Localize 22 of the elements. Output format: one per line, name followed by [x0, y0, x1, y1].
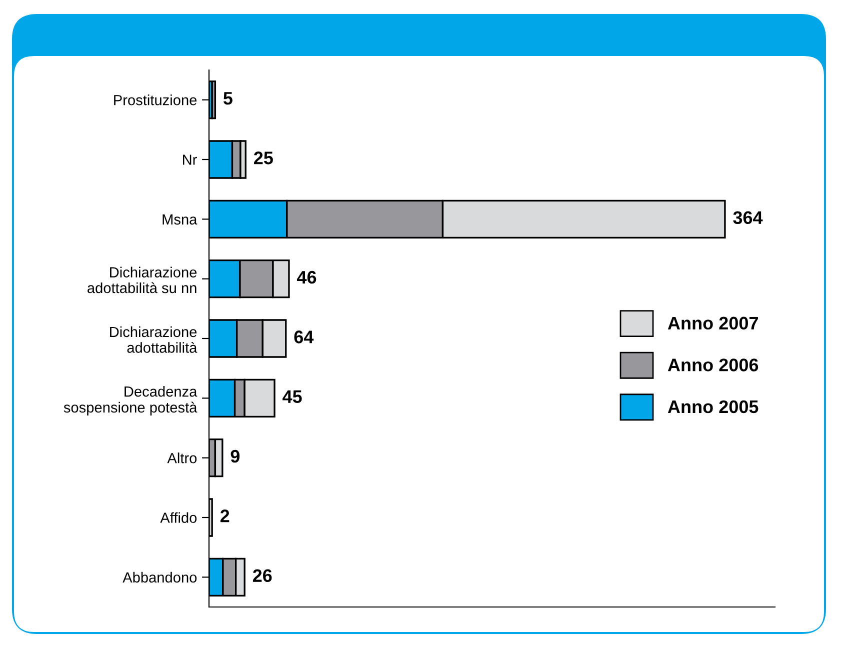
- text: 364: [733, 211, 763, 224]
- y-tick-label: Altro: [167, 452, 197, 464]
- legend-label: Anno 2005: [668, 400, 758, 414]
- annotation: 25: [254, 152, 273, 164]
- y-tick-label: Dichiarazione adottabilità: [110, 326, 198, 353]
- y-tick-label: Dichiarazione adottabilità su nn: [88, 266, 197, 294]
- annotation: 9: [230, 450, 240, 463]
- legend-label: Anno 2006: [668, 358, 758, 372]
- y-tick-label: Nr: [183, 154, 197, 165]
- y-tick-label: Decadenza sospensione potestà: [64, 386, 198, 416]
- annotation: 46: [296, 270, 316, 284]
- annotation: 45: [282, 390, 302, 404]
- annotation: 2: [220, 510, 230, 522]
- y-tick-label: Abbandono: [122, 572, 197, 583]
- y-tick-label: Affido: [160, 512, 197, 523]
- bar: [211, 80, 216, 120]
- y-tick-label: Msna: [162, 214, 198, 225]
- annotation: 64: [294, 330, 314, 344]
- y-tick-label: Prostituzione: [114, 94, 197, 106]
- annotation: 26: [252, 569, 272, 582]
- annotation: 5: [223, 92, 232, 105]
- legend-label: Anno 2007: [668, 316, 758, 330]
